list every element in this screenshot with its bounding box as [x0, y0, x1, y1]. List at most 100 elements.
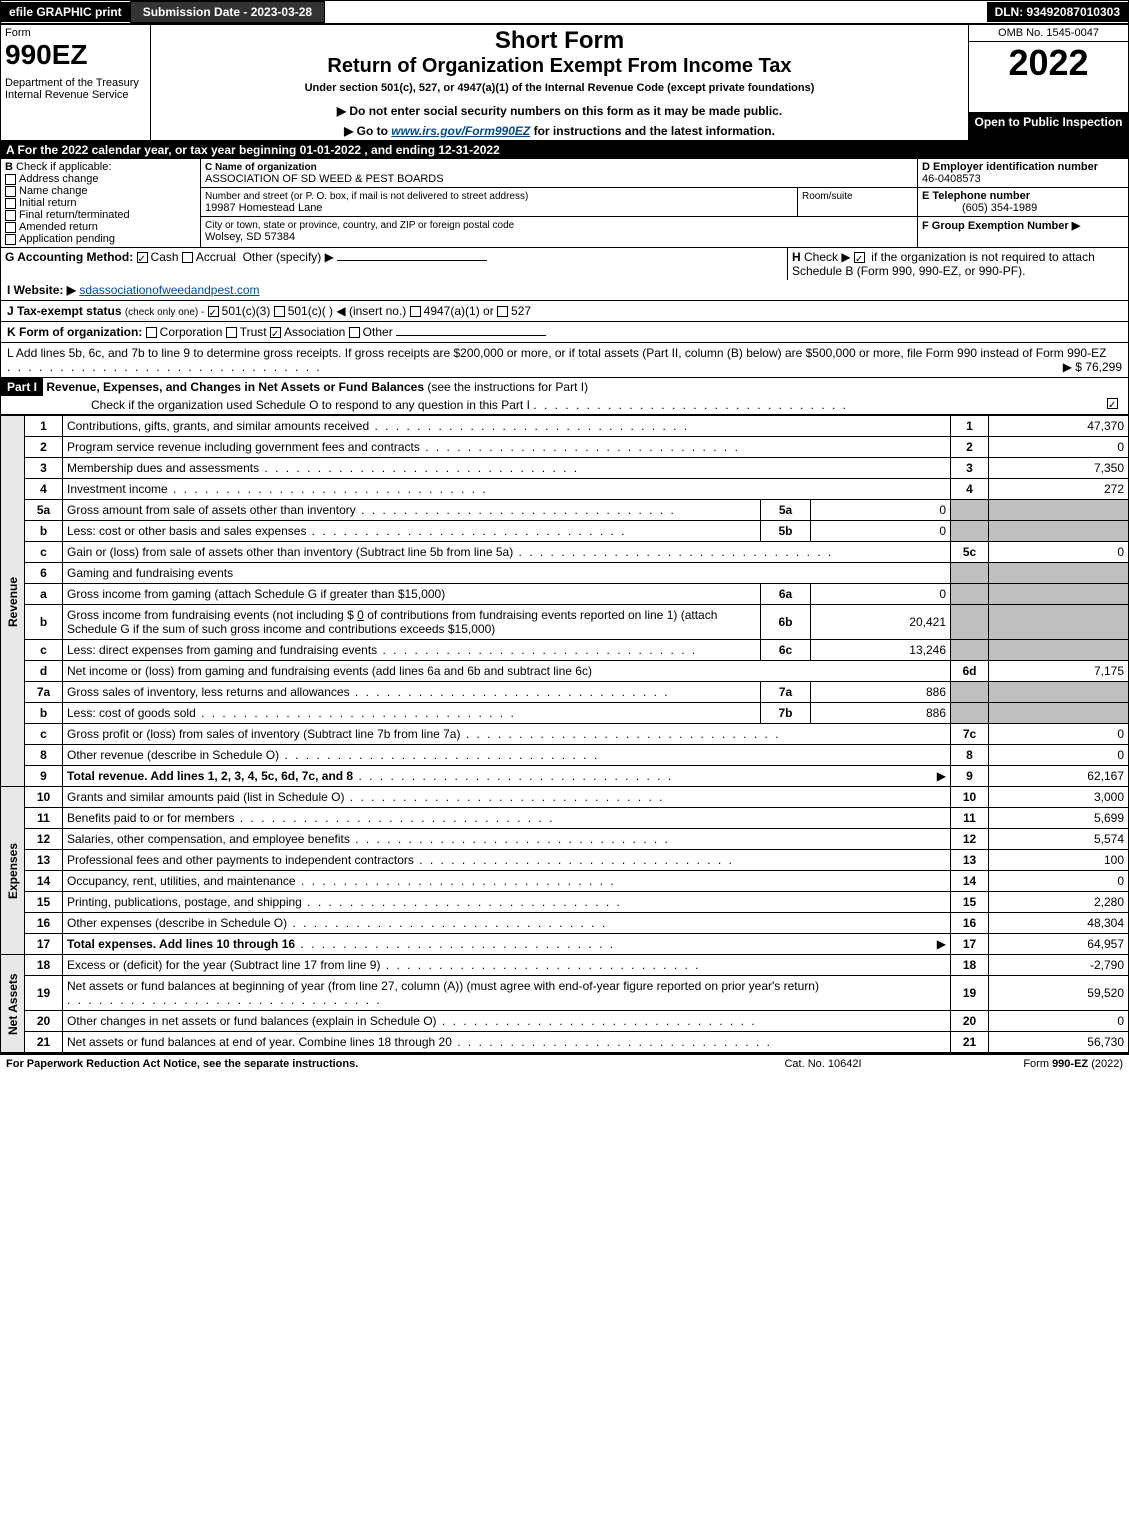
shade5a: [951, 500, 989, 521]
dots9: [353, 769, 673, 783]
d6b-amt: 0: [357, 608, 364, 622]
d21: Net assets or fund balances at end of ye…: [67, 1035, 452, 1049]
n5b: b: [25, 521, 63, 542]
chk-application-pending[interactable]: [5, 234, 16, 245]
chk-527[interactable]: [497, 306, 508, 317]
chk-4947a1[interactable]: [410, 306, 421, 317]
opt-501c3: 501(c)(3): [222, 304, 271, 318]
box-def: D Employer identification number 46-0408…: [918, 159, 1128, 247]
other-method-line: [337, 260, 487, 261]
opt-other-method: Other (specify) ▶: [243, 250, 334, 264]
footer-left: For Paperwork Reduction Act Notice, see …: [6, 1058, 723, 1070]
n18: 18: [25, 955, 63, 976]
chk-other-org[interactable]: [349, 327, 360, 338]
dept1: Department of the Treasury: [5, 77, 146, 89]
chk-association[interactable]: [270, 327, 281, 338]
v9: 62,167: [989, 766, 1129, 787]
d18: Excess or (deficit) for the year (Subtra…: [67, 958, 380, 972]
n19: 19: [25, 976, 63, 1011]
dots12: [350, 832, 670, 846]
b5b: 5b: [761, 521, 811, 542]
chk-trust[interactable]: [226, 327, 237, 338]
g-label: G Accounting Method:: [5, 250, 133, 264]
d9: Total revenue. Add lines 1, 2, 3, 4, 5c,…: [67, 769, 353, 783]
chk-name-change[interactable]: [5, 186, 16, 197]
shade6c: [951, 640, 989, 661]
chk-501c[interactable]: [274, 306, 285, 317]
shade6b-v: [989, 605, 1129, 640]
part1-badge: Part I: [1, 378, 43, 396]
side-revenue: Revenue: [1, 416, 25, 787]
v17: 64,957: [989, 934, 1129, 955]
dots4: [168, 482, 488, 496]
i-label: I Website: ▶: [7, 283, 76, 297]
chk-cash[interactable]: [137, 252, 148, 263]
ln11: 11: [951, 808, 989, 829]
dots20: [437, 1014, 757, 1028]
city-label: City or town, state or province, country…: [205, 220, 514, 231]
b7a: 7a: [761, 682, 811, 703]
dln-label: DLN: 93492087010303: [987, 2, 1128, 22]
chk-address-change[interactable]: [5, 174, 16, 185]
dots7c: [460, 727, 780, 741]
irs-link[interactable]: www.irs.gov/Form990EZ: [391, 124, 530, 138]
n16: 16: [25, 913, 63, 934]
footer-cat: Cat. No. 10642I: [723, 1058, 923, 1070]
ln16: 16: [951, 913, 989, 934]
d8: Other revenue (describe in Schedule O): [67, 748, 279, 762]
dots19: [67, 993, 382, 1007]
v18: -2,790: [989, 955, 1129, 976]
open-public: Open to Public Inspection: [969, 113, 1129, 141]
chk-amended-return[interactable]: [5, 222, 16, 233]
h-label: H: [792, 250, 801, 264]
chk-initial-return[interactable]: [5, 198, 16, 209]
chk-corporation[interactable]: [146, 327, 157, 338]
ln15: 15: [951, 892, 989, 913]
n5c: c: [25, 542, 63, 563]
shade6a: [951, 584, 989, 605]
dots6c: [377, 643, 697, 657]
dots15: [302, 895, 622, 909]
chk-final-return[interactable]: [5, 210, 16, 221]
form-word: Form: [5, 27, 146, 39]
v7c: 0: [989, 724, 1129, 745]
shade7b: [951, 703, 989, 724]
ln5c: 5c: [951, 542, 989, 563]
d6b-1: Gross income from fundraising events (no…: [67, 608, 354, 622]
chk-accrual[interactable]: [182, 252, 193, 263]
website-link[interactable]: sdassociationofweedandpest.com: [79, 283, 259, 297]
dots13: [414, 853, 734, 867]
title-return: Return of Organization Exempt From Incom…: [155, 55, 964, 78]
ln8: 8: [951, 745, 989, 766]
chk-schedule-o[interactable]: [1107, 398, 1118, 409]
shade6a-v: [989, 584, 1129, 605]
chk-501c3[interactable]: [208, 306, 219, 317]
chk-schedule-b[interactable]: [854, 252, 865, 263]
dots2: [420, 440, 740, 454]
b6b: 6b: [761, 605, 811, 640]
part1-sub: (see the instructions for Part I): [427, 380, 588, 394]
ln17: 17: [951, 934, 989, 955]
section-a: A For the 2022 calendar year, or tax yea…: [0, 141, 1129, 159]
tel-value: (605) 354-1989: [922, 202, 1037, 214]
v13: 100: [989, 850, 1129, 871]
c-name-label: C Name of organization: [205, 162, 317, 173]
row-bcd: B Check if applicable: Address change Na…: [0, 159, 1129, 247]
footer-right: Form 990-EZ (2022): [923, 1058, 1123, 1070]
title-short-form: Short Form: [155, 27, 964, 55]
dots5c: [513, 545, 833, 559]
v2: 0: [989, 437, 1129, 458]
d7c: Gross profit or (loss) from sales of inv…: [67, 727, 460, 741]
row-j: J Tax-exempt status (check only one) - 5…: [0, 301, 1129, 322]
shade5b: [951, 521, 989, 542]
n5a: 5a: [25, 500, 63, 521]
dots1: [369, 419, 689, 433]
v20: 0: [989, 1011, 1129, 1032]
arrow9: ▶: [937, 769, 946, 783]
ln21: 21: [951, 1032, 989, 1053]
shade6b: [951, 605, 989, 640]
d6a: Gross income from gaming (attach Schedul…: [63, 584, 761, 605]
n4: 4: [25, 479, 63, 500]
shade7a: [951, 682, 989, 703]
opt-4947a1: 4947(a)(1) or: [424, 304, 494, 318]
